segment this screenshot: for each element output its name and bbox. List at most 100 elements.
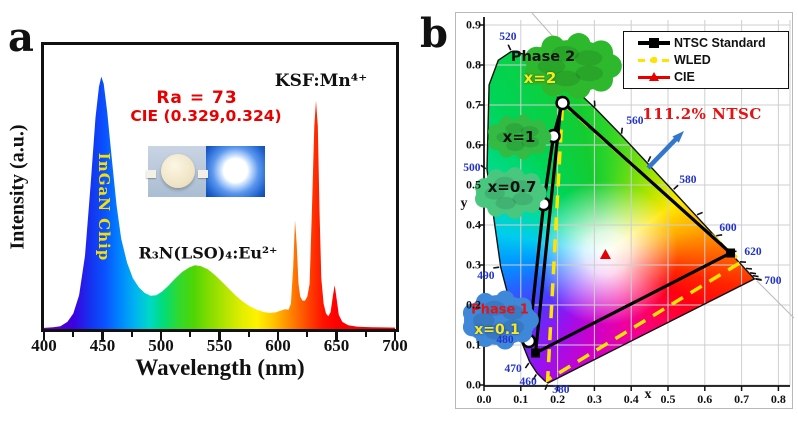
x-1-blob-label: x=1: [502, 128, 536, 146]
led-photo-off: [146, 146, 208, 197]
x-tick-label: 500: [148, 336, 174, 355]
ntsc-gamut-triangle: [533, 97, 734, 356]
locus-wavelength-label: 490: [477, 270, 495, 282]
x-tick-mark: [335, 332, 338, 340]
wled-dashed-marker: [638, 55, 670, 65]
y-tick-label: 0.1: [466, 337, 481, 352]
cie-point-marker: [599, 249, 611, 259]
x-tick-label: 0.6: [697, 392, 713, 406]
phase-composition-line: [527, 102, 565, 342]
locus-wavelength-tick: [752, 274, 759, 278]
legend: NTSC Standard WLED CIE: [623, 31, 789, 89]
locus-wavelength-tick: [696, 211, 703, 216]
ntsc-vertex-marker: [531, 348, 541, 358]
ntsc-gamut-percentage-annotation: 111.2% NTSC: [642, 105, 762, 123]
locus-wavelength-tick: [745, 267, 753, 270]
panel-b-y-axis-label: y: [460, 196, 468, 211]
locus-wavelength-label: 520: [499, 31, 517, 43]
x-tick-mark: [42, 332, 46, 340]
cie-coordinates-annotation: CIE (0.329,0.324): [130, 107, 282, 125]
legend-row-wled: WLED: [638, 52, 788, 69]
x-tick-label: 0.4: [623, 392, 639, 406]
locus-wavelength-tick: [755, 278, 762, 281]
y-tick-label: 0.0: [466, 377, 481, 392]
annotation-cloud-phase-2: [524, 33, 622, 99]
x-minor-tick-mark: [189, 332, 192, 337]
phase-point-marker: [555, 95, 570, 111]
legend-row-ntsc: NTSC Standard: [638, 34, 788, 51]
panel-b-label: b: [420, 10, 448, 57]
x-tick-mark: [159, 332, 163, 340]
locus-wavelength-label: 560: [626, 115, 644, 127]
locus-wavelength-label: 380: [552, 383, 570, 396]
x-tick-label: 0.8: [770, 392, 786, 406]
legend-label-ntsc: NTSC Standard: [674, 35, 766, 50]
phase-2-blob-title: Phase 2: [510, 49, 576, 65]
y-tick-label: 0.4: [466, 217, 481, 232]
ntsc-line-square-marker: [638, 37, 670, 48]
led-lead-left: [146, 170, 156, 178]
x-tick-label: 400: [31, 336, 57, 355]
x-tick-label: 0.7: [734, 392, 750, 406]
x-tick-label: 0.2: [550, 392, 566, 406]
x-minor-tick-mark: [247, 332, 250, 337]
locus-wavelength-tick: [524, 362, 530, 369]
locus-wavelength-tick: [647, 155, 652, 163]
ntsc-vertex-marker: [726, 248, 736, 258]
y-tick-label: 0.8: [466, 57, 481, 72]
x-minor-tick-mark: [72, 332, 75, 337]
y-tick-label: 0.9: [466, 17, 481, 32]
phase-2-blob-composition: x=2: [523, 69, 557, 87]
locus-wavelength-label: 500: [463, 162, 481, 174]
locus-wavelength-tick: [507, 44, 512, 51]
x-tick-label: 0.1: [513, 392, 529, 406]
spectrum-area: [44, 76, 395, 329]
legend-row-cie: CIE: [638, 69, 788, 86]
y-tick-label: 0.6: [466, 137, 481, 152]
x-tick-mark: [218, 332, 221, 340]
panel-a-label: a: [8, 14, 34, 61]
phase-1-blob-composition: x=0.1: [474, 322, 520, 338]
x-minor-tick-mark: [364, 332, 367, 337]
phase-1-blob-title: Phase 1: [471, 302, 529, 318]
locus-wavelength-label: 600: [719, 222, 737, 234]
y-tick-label: 0.3: [466, 257, 481, 272]
led-lead-right: [198, 170, 208, 178]
locus-wavelength-label: 460: [519, 376, 537, 388]
ntsc-note-arrow: [646, 137, 678, 170]
locus-wavelength-tick: [673, 184, 679, 190]
annotation-cloud-x-1: [488, 114, 552, 160]
panel-a-plot-box: [41, 42, 399, 332]
x-tick-label: 0.3: [586, 392, 602, 406]
y-tick-label: 0.5: [466, 177, 481, 192]
cie-triangle-marker: [638, 72, 670, 82]
led-dome: [161, 154, 195, 188]
green-phosphor-label: R₃N(LSO)₄:Eu²⁺: [138, 243, 278, 263]
locus-wavelength-label: 480: [496, 334, 514, 346]
x-tick-label: 550: [206, 336, 233, 355]
y-tick-label: 0.2: [466, 297, 481, 312]
annotation-cloud-phase-1: [462, 290, 539, 350]
legend-label-cie: CIE: [674, 70, 695, 85]
x-tick-label: 650: [323, 336, 350, 355]
panel-b-x-axis-label: x: [644, 387, 652, 402]
x-0.7-blob-label: x=0.7: [487, 178, 537, 196]
x-tick-label: 0.5: [660, 392, 676, 406]
locus-wavelength-label: 580: [679, 174, 697, 186]
locus-wavelength-tick: [749, 272, 757, 275]
y-tick-label: 0.7: [466, 97, 481, 112]
ingan-chip-label: InGaN Chip: [95, 152, 113, 262]
x-tick-mark: [393, 332, 397, 340]
x-tick-label: 450: [89, 336, 116, 355]
x-minor-tick-mark: [130, 332, 133, 337]
locus-wavelength-tick: [493, 266, 500, 269]
x-tick-label: 700: [382, 336, 408, 355]
x-tick-label: 0.0: [476, 392, 492, 406]
x-tick-label: 600: [265, 336, 291, 355]
x-tick-mark: [101, 332, 104, 340]
x-tick-mark: [276, 332, 280, 340]
x-minor-tick-mark: [306, 332, 309, 337]
panel-a-x-axis-label: Wavelength (nm): [135, 355, 305, 380]
locus-wavelength-tick: [716, 234, 723, 237]
